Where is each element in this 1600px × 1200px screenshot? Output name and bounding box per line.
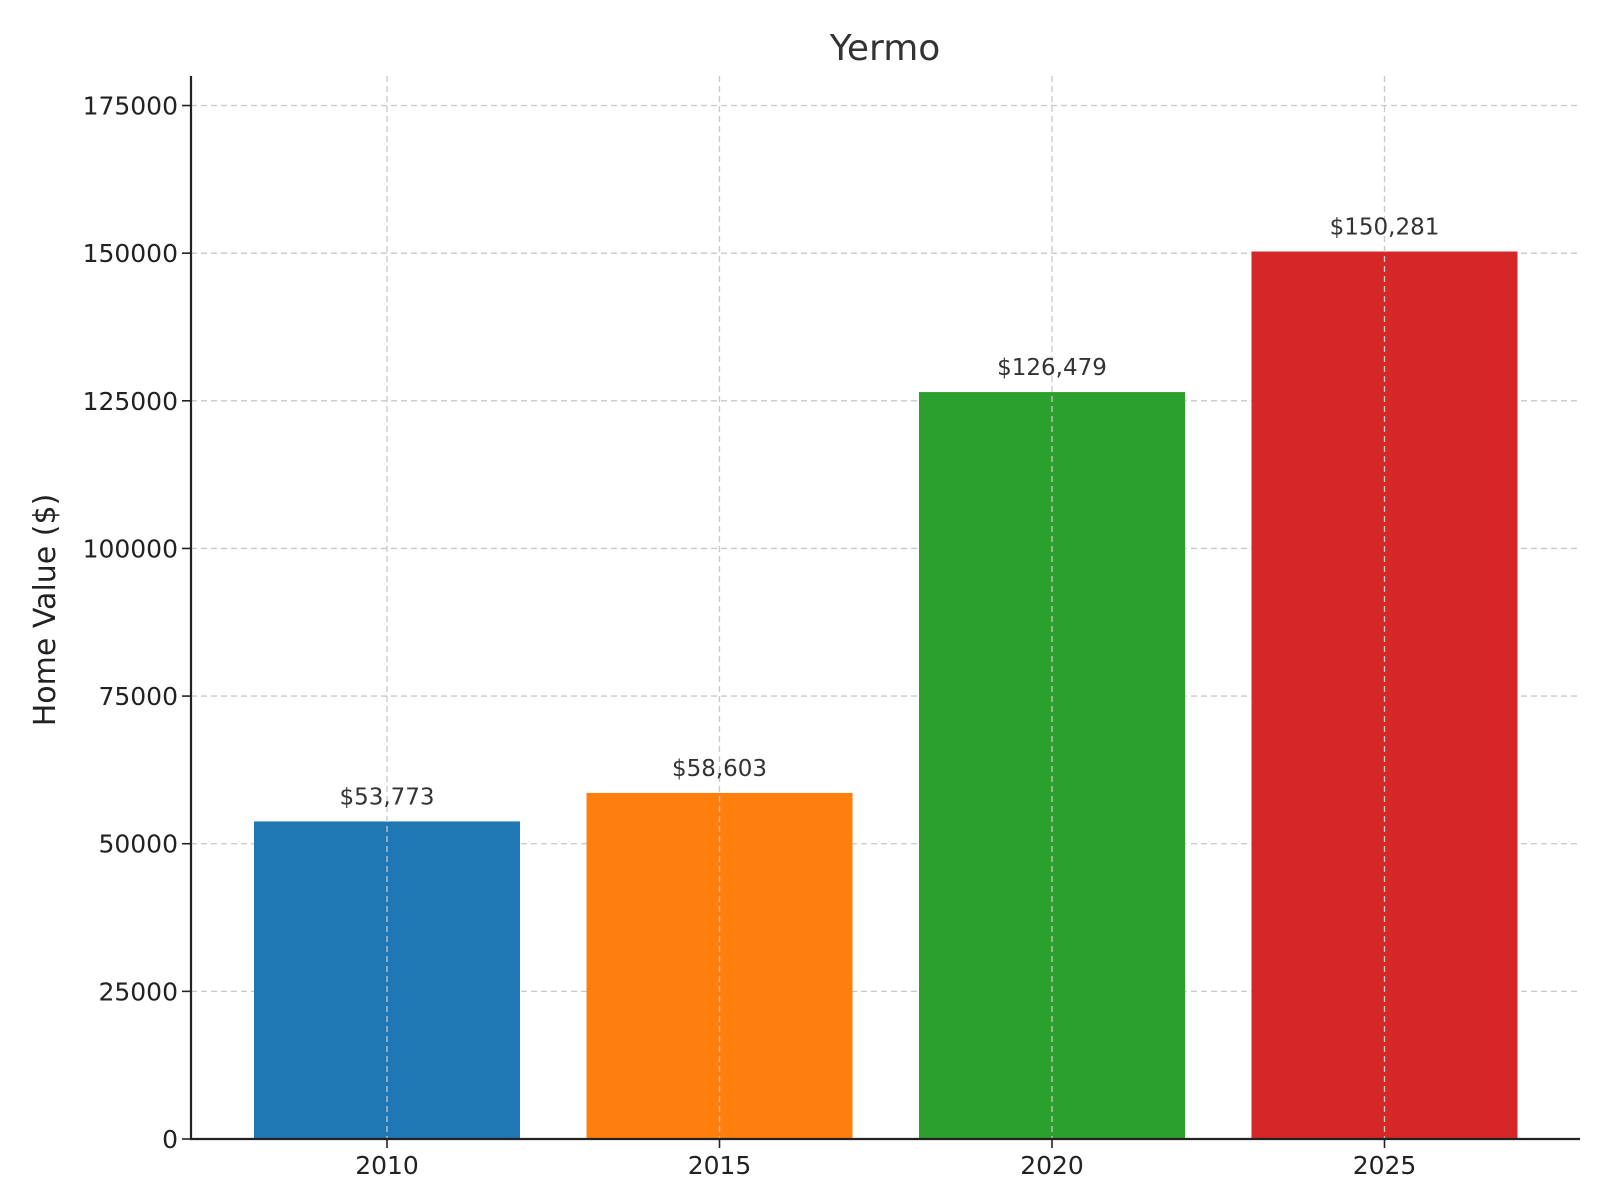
bar-value-label: $150,281 [1330,215,1440,241]
y-tick-label: 100000 [83,534,178,563]
x-tick-label: 2025 [1353,1151,1417,1180]
y-tick-label: 150000 [83,239,178,268]
bar-2025 [1251,251,1518,1139]
bar-value-labels: $53,773 $58,603 $126,479 $150,281 [339,215,1439,811]
bar-value-label: $126,479 [997,355,1107,381]
y-tick-label: 50000 [98,830,178,859]
y-axis-label: Home Value ($) [28,494,63,727]
y-tick-label: 175000 [83,92,178,121]
y-tick-label: 25000 [98,977,178,1006]
y-tick-label: 0 [162,1125,178,1154]
bars-group [254,251,1518,1139]
bar-value-label: $58,603 [672,756,767,782]
x-tick-label: 2010 [355,1151,419,1180]
x-axis-ticks: 2010 2015 2020 2025 [355,1139,1416,1180]
x-tick-label: 2020 [1020,1151,1084,1180]
x-tick-label: 2015 [688,1151,752,1180]
bar-value-label: $53,773 [339,784,434,810]
x-gridlines-front [386,76,1386,1139]
y-tick-label: 125000 [83,387,178,416]
y-axis-ticks: 0 25000 50000 75000 100000 125000 150000 175000 [83,92,191,1154]
y-tick-label: 75000 [98,682,178,711]
chart-title: Yermo [829,28,941,69]
